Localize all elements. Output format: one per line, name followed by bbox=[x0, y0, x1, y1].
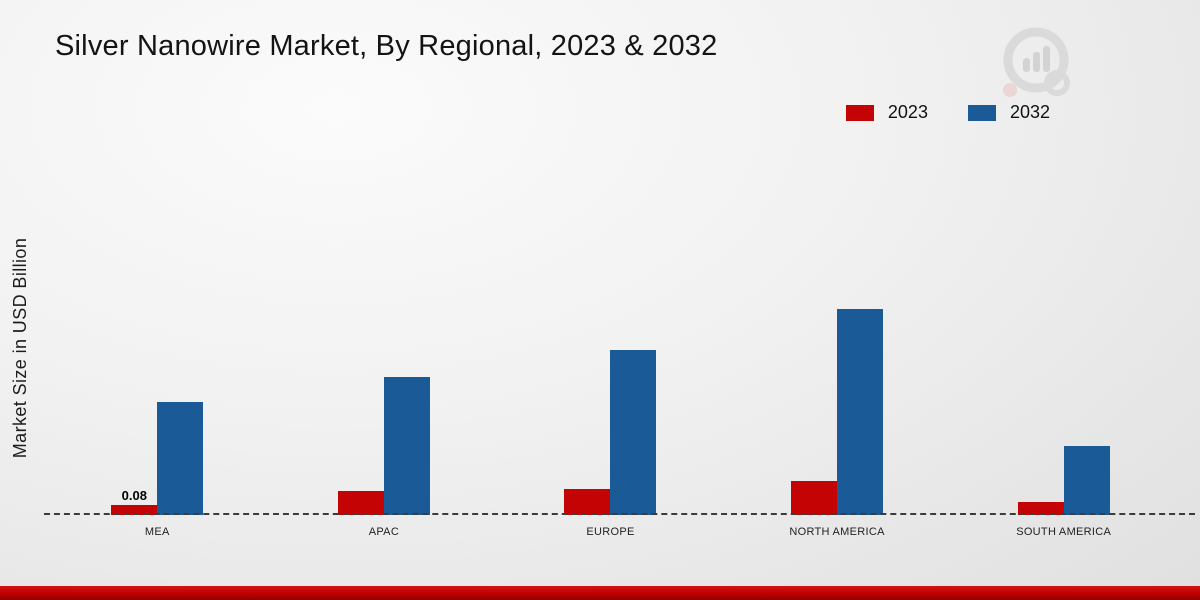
bar-2032-north-america bbox=[837, 309, 884, 515]
bar-group-south-america: SOUTH AMERICA bbox=[950, 265, 1177, 538]
bar-2032-apac bbox=[383, 377, 430, 515]
x-axis-label-mea: MEA bbox=[144, 526, 170, 538]
legend-swatch-2032 bbox=[967, 104, 996, 121]
x-axis-label-europe: EUROPE bbox=[586, 526, 635, 538]
x-axis-label-apac: APAC bbox=[368, 526, 400, 538]
bar-2023-mea: 0.08 bbox=[111, 488, 158, 515]
bar-group-europe: EUROPE bbox=[497, 265, 724, 538]
logo-circle bbox=[1003, 27, 1069, 93]
bar-value-label: 0.08 bbox=[121, 488, 147, 503]
logo-bar-2 bbox=[1033, 52, 1040, 72]
bar-2032-europe bbox=[610, 350, 657, 515]
bar-2023-apac bbox=[337, 491, 384, 515]
bar-2023-europe bbox=[564, 489, 611, 515]
legend-item-2032: 2032 bbox=[967, 102, 1050, 123]
legend-item-2023: 2023 bbox=[845, 102, 928, 123]
x-axis-label-north-america: NORTH AMERICA bbox=[789, 526, 885, 538]
bar-2023-south-america bbox=[1017, 502, 1064, 515]
x-axis-label-south-america: SOUTH AMERICA bbox=[1016, 526, 1112, 538]
x-axis-baseline bbox=[44, 513, 1195, 515]
footer-stripe bbox=[0, 586, 1200, 600]
bar-2023-north-america bbox=[791, 481, 838, 515]
legend: 2023 2032 bbox=[845, 102, 1050, 123]
legend-label: 2032 bbox=[1009, 102, 1050, 122]
logo-bar-3 bbox=[1043, 46, 1050, 72]
bar-2032-south-america bbox=[1063, 446, 1110, 515]
legend-label: 2023 bbox=[887, 102, 928, 122]
bar-group-mea: 0.08 MEA bbox=[44, 265, 271, 538]
plot-area: 0.08 MEA APAC EUROPE NORTH AMERICA SOUTH AMER… bbox=[44, 265, 1177, 538]
chart-title: Silver Nanowire Market, By Regional, 202… bbox=[55, 30, 718, 62]
bar-group-apac: APAC bbox=[271, 265, 498, 538]
logo-bar-1 bbox=[1023, 58, 1030, 72]
y-axis-label: Market Size in USD Billion bbox=[10, 237, 30, 459]
bar-group-north-america: NORTH AMERICA bbox=[724, 265, 951, 538]
bar-2032-mea bbox=[157, 402, 204, 515]
logo-accent-dot bbox=[1003, 83, 1017, 97]
logo-magnifier-icon bbox=[1044, 70, 1070, 96]
brand-logo-watermark bbox=[1003, 27, 1070, 97]
legend-swatch-2023 bbox=[845, 104, 874, 121]
